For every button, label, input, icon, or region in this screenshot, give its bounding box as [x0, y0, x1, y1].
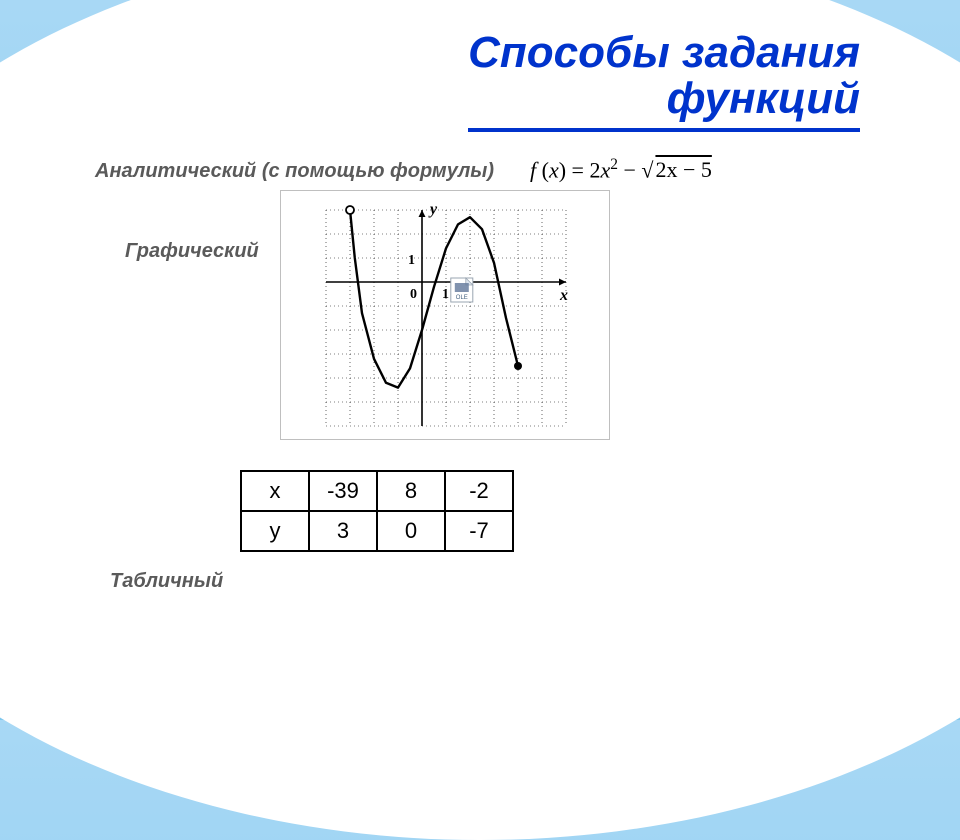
formula-minus: − — [623, 157, 635, 182]
table-cell: -2 — [445, 471, 513, 511]
table-row: x-398-2 — [241, 471, 513, 511]
slide-content: Способы задания функций Аналитический (с… — [0, 0, 960, 720]
formula-x2: x — [600, 157, 610, 182]
formula-close: ) — [559, 157, 566, 182]
chart-container: y x 0 1 1 OLE — [280, 190, 610, 440]
row-header: y — [241, 511, 309, 551]
function-graph: y x 0 1 1 OLE — [281, 191, 611, 441]
formula-2: 2 — [589, 157, 600, 182]
svg-text:1: 1 — [442, 287, 449, 302]
title-line-2: функций — [468, 76, 860, 132]
label-graphical: Графический — [125, 240, 259, 263]
data-table: x-398-2y30-7 — [240, 470, 514, 552]
formula-open: ( — [536, 157, 549, 182]
label-tabular: Табличный — [110, 570, 223, 593]
formula-sup: 2 — [610, 156, 618, 173]
table-cell: 3 — [309, 511, 377, 551]
table-cell: -7 — [445, 511, 513, 551]
page-title: Способы задания функций — [468, 30, 860, 132]
table-cell: 8 — [377, 471, 445, 511]
svg-text:y: y — [428, 201, 438, 218]
table-cell: 0 — [377, 511, 445, 551]
formula-eq: = — [572, 157, 584, 182]
table-container: x-398-2y30-7 — [240, 470, 514, 552]
table-row: y30-7 — [241, 511, 513, 551]
svg-text:OLE: OLE — [456, 295, 468, 301]
table-cell: -39 — [309, 471, 377, 511]
formula-analytical: f (x) = 2x2 − √2x − 5 — [530, 156, 712, 183]
svg-text:1: 1 — [408, 253, 415, 268]
svg-text:0: 0 — [410, 287, 417, 302]
title-line-1: Способы задания — [468, 30, 860, 76]
row-header: x — [241, 471, 309, 511]
formula-radical-symbol: √ — [641, 157, 653, 182]
formula-x: x — [549, 157, 559, 182]
label-analytical: Аналитический (с помощью формулы) — [95, 160, 494, 183]
svg-text:x: x — [559, 287, 568, 304]
formula-radicand: 2x − 5 — [653, 157, 711, 182]
